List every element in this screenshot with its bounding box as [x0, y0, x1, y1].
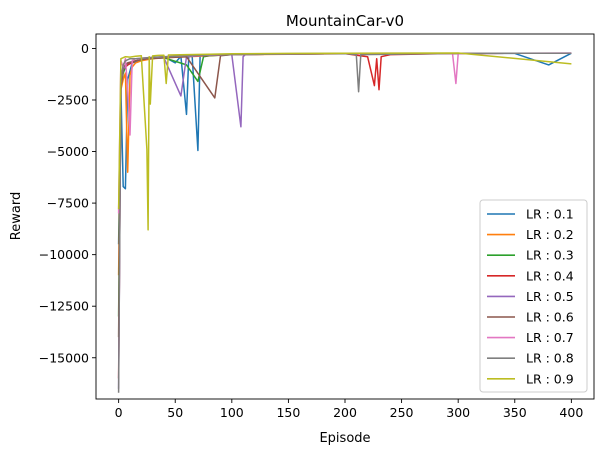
legend-label: LR : 0.7: [526, 330, 574, 345]
x-tick-label: 0: [115, 405, 123, 420]
y-tick-label: −12500: [39, 299, 89, 314]
x-axis-label: Episode: [319, 431, 370, 446]
y-tick-label: −7500: [47, 196, 89, 211]
legend-label: LR : 0.2: [526, 227, 574, 242]
x-axis: 0 50 100 150 200 250 300 350 400: [115, 399, 583, 420]
x-tick-label: 350: [503, 405, 527, 420]
x-tick-label: 250: [390, 405, 414, 420]
legend-item-1: LR : 0.1: [487, 207, 574, 222]
legend-item-2: LR : 0.2: [487, 227, 574, 242]
y-axis: 0 −2500 −5000 −7500 −10000 −12500 −15000: [39, 41, 96, 365]
legend-item-4: LR : 0.4: [487, 268, 574, 283]
x-tick-label: 100: [220, 405, 244, 420]
legend-item-7: LR : 0.7: [487, 330, 574, 345]
series-group: [117, 52, 572, 393]
chart-title: MountainCar-v0: [286, 12, 404, 30]
legend-label: LR : 0.1: [526, 207, 574, 222]
x-tick-label: 150: [276, 405, 300, 420]
y-tick-label: −5000: [47, 144, 89, 159]
legend-label: LR : 0.6: [526, 310, 574, 325]
y-tick-label: 0: [81, 41, 89, 56]
x-tick-label: 400: [559, 405, 583, 420]
x-tick-label: 300: [446, 405, 470, 420]
legend: LR : 0.1 LR : 0.2 LR : 0.3 LR : 0.4 LR : 0.5…: [479, 199, 588, 393]
legend-item-3: LR : 0.3: [487, 248, 574, 263]
legend-label: LR : 0.5: [526, 289, 574, 304]
legend-label: LR : 0.9: [526, 371, 574, 386]
legend-label: LR : 0.3: [526, 248, 574, 263]
legend-box: [479, 199, 588, 393]
legend-label: LR : 0.8: [526, 351, 574, 366]
series-line-9: [117, 52, 572, 231]
y-tick-label: −2500: [47, 92, 89, 107]
legend-item-9: LR : 0.9: [487, 371, 574, 386]
y-tick-label: −10000: [39, 247, 89, 262]
legend-item-5: LR : 0.5: [487, 289, 574, 304]
legend-label: LR : 0.4: [526, 268, 574, 283]
y-axis-label: Reward: [9, 192, 24, 240]
x-tick-label: 50: [167, 405, 183, 420]
legend-item-6: LR : 0.6: [487, 310, 574, 325]
y-tick-label: −15000: [39, 350, 89, 365]
legend-item-8: LR : 0.8: [487, 351, 574, 366]
x-tick-label: 200: [333, 405, 357, 420]
series-line-8: [117, 52, 572, 393]
